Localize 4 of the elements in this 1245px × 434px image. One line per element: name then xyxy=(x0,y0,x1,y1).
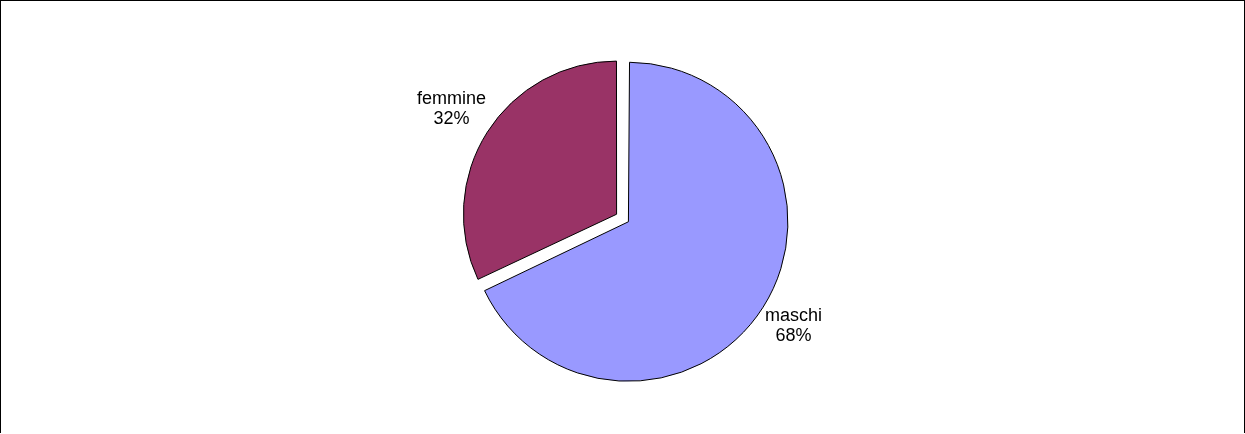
slice-label: femmine xyxy=(417,88,487,109)
data-label: 68% xyxy=(775,325,812,346)
slice-label: maschi xyxy=(764,305,822,326)
data-label: 32% xyxy=(433,108,470,129)
